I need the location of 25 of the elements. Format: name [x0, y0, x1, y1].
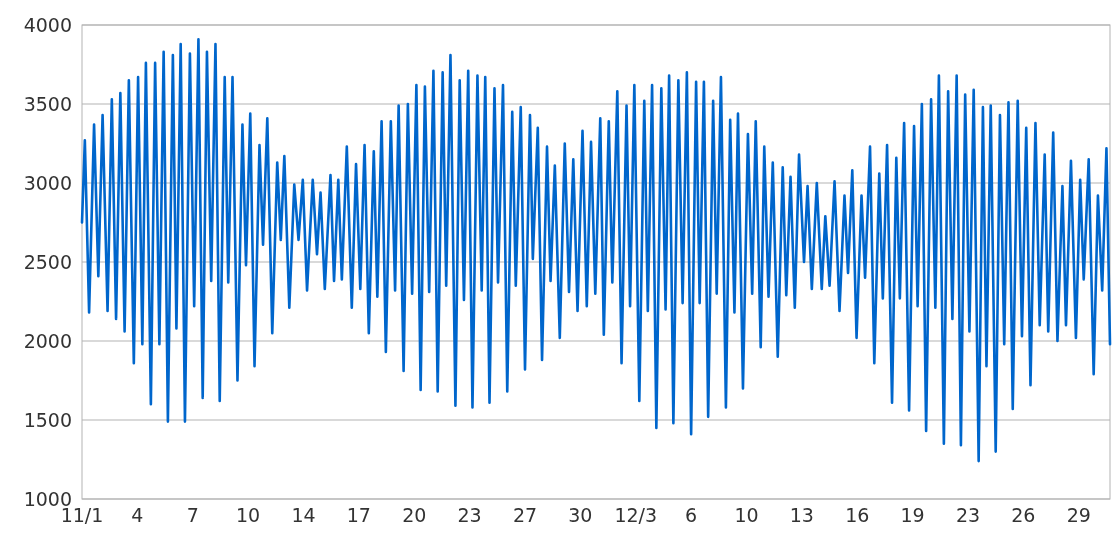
y-tick-label: 2500	[23, 250, 72, 273]
x-tick-label: 10	[236, 504, 261, 526]
x-tick-label: 4	[131, 504, 144, 526]
x-tick-label: 23	[955, 504, 981, 526]
x-tick-label: 12/3	[614, 504, 658, 526]
x-tick-label: 6	[685, 504, 698, 526]
x-tick-label: 26	[1011, 504, 1036, 526]
x-tick-label: 14	[291, 504, 316, 526]
y-tick-label: 3000	[23, 171, 72, 194]
y-tick-label: 2000	[23, 329, 72, 352]
x-tick-label: 13	[789, 504, 814, 526]
x-tick-label: 19	[900, 504, 925, 526]
x-tick-label: 10	[734, 504, 759, 526]
x-tick-label: 7	[186, 504, 199, 526]
x-tick-label: 17	[346, 504, 371, 526]
x-tick-label: 16	[845, 504, 870, 526]
line-series	[80, 37, 1112, 463]
x-tick-label: 20	[402, 504, 427, 526]
y-tick-label: 4000	[23, 13, 72, 36]
x-tick-label: 30	[568, 504, 593, 526]
x-tick-label: 27	[512, 504, 538, 526]
x-tick-label: 29	[1066, 504, 1091, 526]
y-tick-label: 1500	[23, 408, 72, 431]
y-tick-label: 3500	[23, 92, 72, 115]
x-tick-label: 23	[457, 504, 482, 526]
